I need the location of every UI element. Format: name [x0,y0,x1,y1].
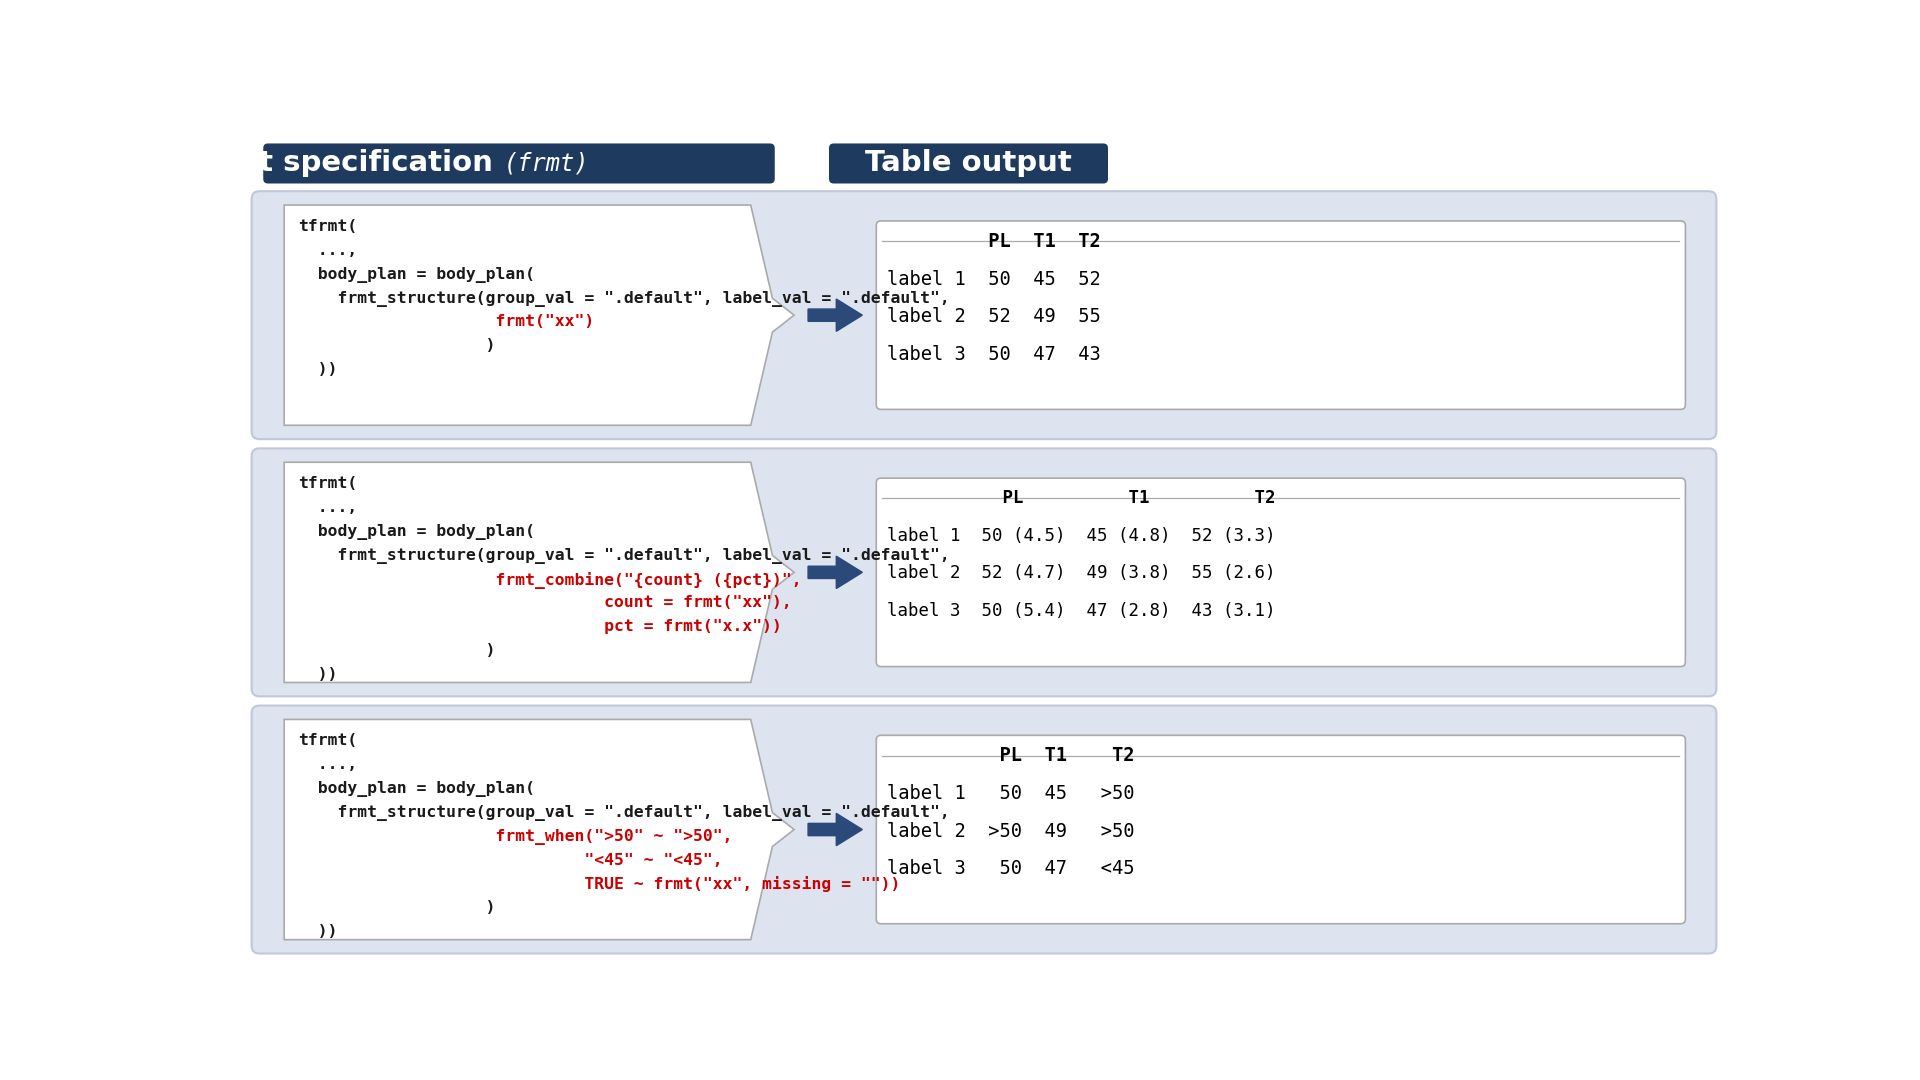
Text: tfrmt(: tfrmt( [298,733,357,748]
Text: tfrmt(: tfrmt( [298,476,357,491]
Text: label 2  52  49  55: label 2 52 49 55 [887,308,1100,326]
Text: )): )) [298,924,338,940]
Text: label 3  50 (5.4)  47 (2.8)  43 (3.1): label 3 50 (5.4) 47 (2.8) 43 (3.1) [887,603,1275,620]
Text: ): ) [298,901,495,916]
Text: pct = frmt("x.x")): pct = frmt("x.x")) [298,619,781,634]
Text: tfrmt specification: tfrmt specification [188,149,503,177]
Polygon shape [808,299,862,332]
Text: body_plan = body_plan(: body_plan = body_plan( [298,267,536,283]
Polygon shape [284,205,795,426]
Text: ...,: ..., [298,243,357,258]
FancyBboxPatch shape [252,191,1716,440]
FancyBboxPatch shape [876,478,1686,666]
Text: )): )) [298,667,338,683]
Text: frmt_structure(group_val = ".default", label_val = ".default",: frmt_structure(group_val = ".default", l… [298,548,950,564]
Text: ): ) [298,644,495,658]
Text: Table output: Table output [866,149,1071,177]
Text: count = frmt("xx"),: count = frmt("xx"), [298,595,791,610]
Polygon shape [808,813,862,846]
Text: )): )) [298,362,338,377]
Text: frmt_combine("{count} ({pct})",: frmt_combine("{count} ({pct})", [298,571,803,589]
Text: PL          T1          T2: PL T1 T2 [887,489,1275,507]
Text: PL  T1  T2: PL T1 T2 [887,232,1100,251]
Text: body_plan = body_plan(: body_plan = body_plan( [298,524,536,540]
Text: label 3   50  47   <45: label 3 50 47 <45 [887,860,1135,878]
FancyBboxPatch shape [876,221,1686,409]
Text: tfrmt(: tfrmt( [298,219,357,234]
FancyBboxPatch shape [263,144,776,184]
FancyBboxPatch shape [252,705,1716,954]
Text: label 1   50  45   >50: label 1 50 45 >50 [887,784,1135,802]
Text: frmt("xx"): frmt("xx") [298,314,595,329]
Text: frmt_structure(group_val = ".default", label_val = ".default",: frmt_structure(group_val = ".default", l… [298,291,950,307]
Polygon shape [284,462,795,683]
Text: label 2  52 (4.7)  49 (3.8)  55 (2.6): label 2 52 (4.7) 49 (3.8) 55 (2.6) [887,565,1275,582]
Text: label 1  50 (4.5)  45 (4.8)  52 (3.3): label 1 50 (4.5) 45 (4.8) 52 (3.3) [887,527,1275,544]
Polygon shape [284,719,795,940]
Text: ...,: ..., [298,757,357,772]
FancyBboxPatch shape [829,144,1108,184]
FancyBboxPatch shape [876,735,1686,923]
Text: label 2  >50  49   >50: label 2 >50 49 >50 [887,822,1135,840]
Text: frmt_structure(group_val = ".default", label_val = ".default",: frmt_structure(group_val = ".default", l… [298,805,950,821]
Text: label 1  50  45  52: label 1 50 45 52 [887,270,1100,288]
Text: ): ) [298,338,495,353]
Text: "<45" ~ "<45",: "<45" ~ "<45", [298,852,722,867]
Text: body_plan = body_plan(: body_plan = body_plan( [298,781,536,797]
Text: frmt_when(">50" ~ ">50",: frmt_when(">50" ~ ">50", [298,828,733,845]
Text: TRUE ~ frmt("xx", missing = "")): TRUE ~ frmt("xx", missing = "")) [298,877,900,892]
Text: ...,: ..., [298,500,357,515]
Text: (frmt): (frmt) [503,151,589,175]
FancyBboxPatch shape [252,448,1716,697]
Text: PL  T1    T2: PL T1 T2 [887,746,1135,765]
Text: label 3  50  47  43: label 3 50 47 43 [887,345,1100,364]
Polygon shape [808,556,862,589]
